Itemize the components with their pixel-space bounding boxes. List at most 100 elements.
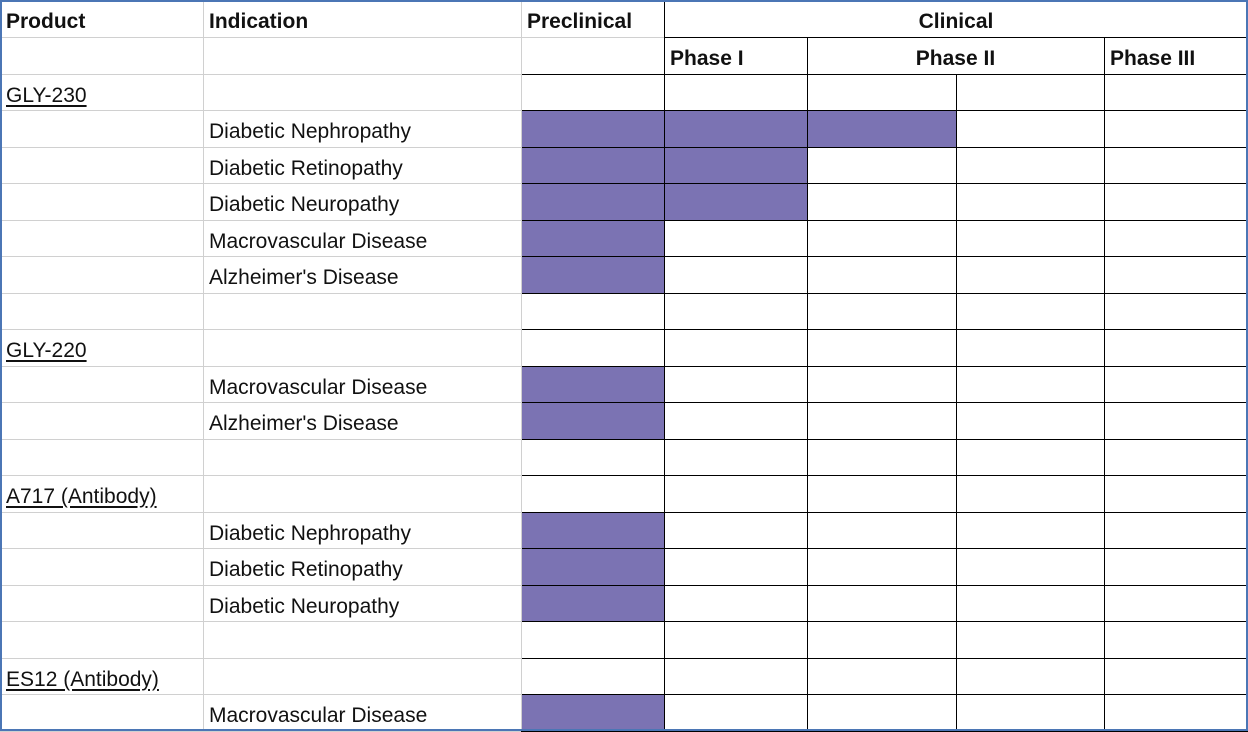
- indication-label: Macrovascular Disease: [209, 704, 428, 727]
- indication-label: Alzheimer's Disease: [209, 412, 399, 435]
- progress-bar-segment: [664, 183, 807, 220]
- header-preclinical: Preclinical: [527, 10, 633, 33]
- product-name: [0, 220, 203, 257]
- progress-bar-segment: [664, 110, 807, 147]
- product-label: GLY-230: [6, 83, 87, 107]
- indication-name: [203, 476, 521, 513]
- grid-line-vertical: [1103, 37, 1105, 731]
- grid-line-horizontal: [0, 657, 521, 659]
- grid-line-horizontal: [0, 36, 1248, 38]
- indication-label: Diabetic Neuropathy: [209, 193, 400, 216]
- header-phase-2: Phase II: [915, 47, 996, 70]
- indication-name: [203, 330, 521, 367]
- grid-line-horizontal: [0, 110, 521, 111]
- product-label: ES12 (Antibody): [6, 667, 159, 691]
- grid-line-horizontal: [0, 694, 521, 695]
- grid-line-vertical: [806, 37, 808, 731]
- grid-line-horizontal: [521, 511, 1248, 513]
- indication-name: Alzheimer's Disease: [203, 257, 521, 294]
- indication-label: Alzheimer's Disease: [209, 266, 399, 289]
- progress-bar-segment: [521, 548, 664, 585]
- grid-line-horizontal: [0, 584, 521, 586]
- product-name: [0, 184, 203, 221]
- grid-line-horizontal: [0, 511, 521, 513]
- grid-line-horizontal: [664, 36, 1248, 38]
- indication-name: Macrovascular Disease: [203, 220, 521, 257]
- indication-label: Diabetic Retinopathy: [209, 558, 403, 581]
- indication-name: Macrovascular Disease: [203, 366, 521, 403]
- progress-bar-segment: [521, 512, 664, 549]
- progress-bar-segment: [521, 585, 664, 622]
- grid-line-horizontal: [521, 73, 1248, 75]
- grid-line-horizontal: [521, 402, 1248, 403]
- progress-bar-segment: [664, 147, 807, 184]
- header-clinical: Clinical: [918, 10, 994, 33]
- grid-line-horizontal: [0, 219, 521, 221]
- indication-name: Diabetic Retinopathy: [203, 549, 521, 586]
- grid-line-horizontal: [521, 256, 1248, 257]
- progress-bar-segment: [521, 183, 664, 220]
- product-name: [0, 695, 203, 732]
- indication-name: [203, 658, 521, 695]
- indication-name: Diabetic Neuropathy: [203, 585, 521, 622]
- grid-line-horizontal: [521, 146, 1248, 148]
- grid-line-horizontal: [521, 621, 1248, 622]
- header-product: Product: [6, 10, 86, 33]
- indication-label: Macrovascular Disease: [209, 229, 428, 253]
- indication-label: Diabetic Nephropathy: [209, 521, 411, 545]
- grid-line-horizontal: [0, 329, 521, 330]
- header-phase-1: Phase I: [670, 47, 744, 70]
- grid-line-horizontal: [0, 438, 521, 440]
- progress-bar-segment: [521, 366, 664, 403]
- product-name: A717 (Antibody): [0, 476, 203, 513]
- grid-line-horizontal: [521, 329, 1248, 330]
- product-name: [0, 585, 203, 622]
- grid-line-vertical: [202, 0, 204, 731]
- grid-line-horizontal: [521, 475, 1248, 476]
- grid-line-horizontal: [521, 548, 1248, 549]
- indication-name: Diabetic Retinopathy: [203, 147, 521, 184]
- product-name: [0, 147, 203, 184]
- indication-name: Alzheimer's Disease: [203, 403, 521, 440]
- grid-line-vertical: [663, 0, 665, 731]
- product-label: A717 (Antibody): [6, 485, 157, 508]
- progress-bar-segment: [807, 110, 956, 147]
- indication-name: Diabetic Nephropathy: [203, 512, 521, 549]
- product-label: GLY-220: [6, 339, 87, 362]
- indication-label: Macrovascular Disease: [209, 375, 428, 399]
- indication-name: [203, 439, 521, 476]
- grid-line-horizontal: [521, 219, 1248, 221]
- product-name: [0, 622, 203, 659]
- product-name: [0, 366, 203, 403]
- product-name: [0, 403, 203, 440]
- grid-line-horizontal: [521, 438, 1248, 440]
- indication-name: [203, 74, 521, 111]
- grid-line-horizontal: [521, 183, 1248, 184]
- grid-line-horizontal: [0, 475, 521, 476]
- grid-line-horizontal: [0, 146, 521, 148]
- product-name: [0, 512, 203, 549]
- progress-bar-segment: [521, 147, 664, 184]
- header-indication: Indication: [209, 10, 309, 33]
- progress-bar-segment: [521, 256, 664, 293]
- indication-label: Diabetic Retinopathy: [209, 156, 403, 180]
- progress-bar-segment: [521, 110, 664, 147]
- grid-line-horizontal: [0, 621, 521, 622]
- indication-name: Diabetic Nephropathy: [203, 111, 521, 148]
- grid-line-horizontal: [0, 256, 521, 257]
- indication-label: Diabetic Neuropathy: [209, 594, 400, 618]
- grid-line-horizontal: [0, 365, 521, 367]
- product-name: GLY-230: [0, 74, 203, 111]
- grid-line-horizontal: [0, 73, 521, 75]
- grid-line-horizontal: [521, 365, 1248, 367]
- indication-name: Diabetic Neuropathy: [203, 184, 521, 221]
- grid-line-horizontal: [521, 694, 1248, 695]
- grid-line-horizontal: [0, 292, 521, 294]
- product-name: ES12 (Antibody): [0, 658, 203, 695]
- product-name: GLY-220: [0, 330, 203, 367]
- grid-line-horizontal: [0, 402, 521, 403]
- grid-line-horizontal: [521, 584, 1248, 586]
- product-name: [0, 439, 203, 476]
- progress-bar-segment: [521, 220, 664, 257]
